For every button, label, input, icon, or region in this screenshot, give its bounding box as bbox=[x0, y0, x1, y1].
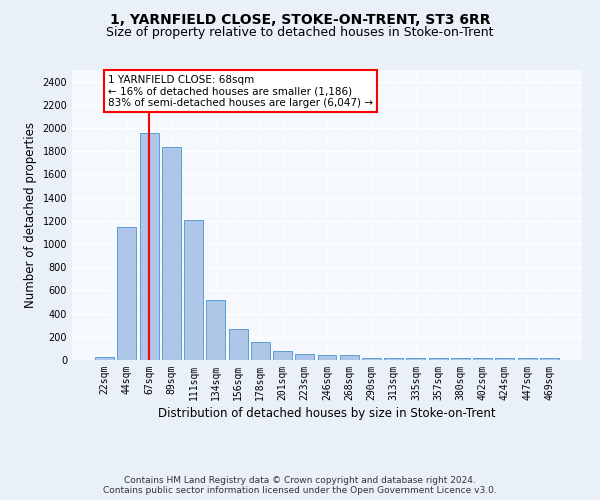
Bar bbox=[251, 342, 270, 360]
Bar bbox=[229, 330, 248, 360]
Text: 1 YARNFIELD CLOSE: 68sqm
← 16% of detached houses are smaller (1,186)
83% of sem: 1 YARNFIELD CLOSE: 68sqm ← 16% of detach… bbox=[108, 74, 373, 108]
Bar bbox=[473, 358, 492, 360]
X-axis label: Distribution of detached houses by size in Stoke-on-Trent: Distribution of detached houses by size … bbox=[158, 407, 496, 420]
Bar bbox=[384, 358, 403, 360]
Text: Contains public sector information licensed under the Open Government Licence v3: Contains public sector information licen… bbox=[103, 486, 497, 495]
Text: 1, YARNFIELD CLOSE, STOKE-ON-TRENT, ST3 6RR: 1, YARNFIELD CLOSE, STOKE-ON-TRENT, ST3 … bbox=[110, 12, 490, 26]
Bar bbox=[206, 300, 225, 360]
Bar bbox=[362, 358, 381, 360]
Bar bbox=[518, 358, 536, 360]
Bar bbox=[406, 358, 425, 360]
Bar bbox=[496, 358, 514, 360]
Bar bbox=[340, 356, 359, 360]
Bar bbox=[317, 355, 337, 360]
Bar bbox=[451, 358, 470, 360]
Y-axis label: Number of detached properties: Number of detached properties bbox=[24, 122, 37, 308]
Bar bbox=[540, 358, 559, 360]
Bar bbox=[273, 350, 292, 360]
Bar bbox=[429, 358, 448, 360]
Text: Size of property relative to detached houses in Stoke-on-Trent: Size of property relative to detached ho… bbox=[106, 26, 494, 39]
Bar bbox=[162, 146, 181, 360]
Bar bbox=[140, 132, 158, 360]
Bar bbox=[295, 354, 314, 360]
Bar bbox=[184, 220, 203, 360]
Bar bbox=[95, 356, 114, 360]
Bar bbox=[118, 226, 136, 360]
Text: Contains HM Land Registry data © Crown copyright and database right 2024.: Contains HM Land Registry data © Crown c… bbox=[124, 476, 476, 485]
